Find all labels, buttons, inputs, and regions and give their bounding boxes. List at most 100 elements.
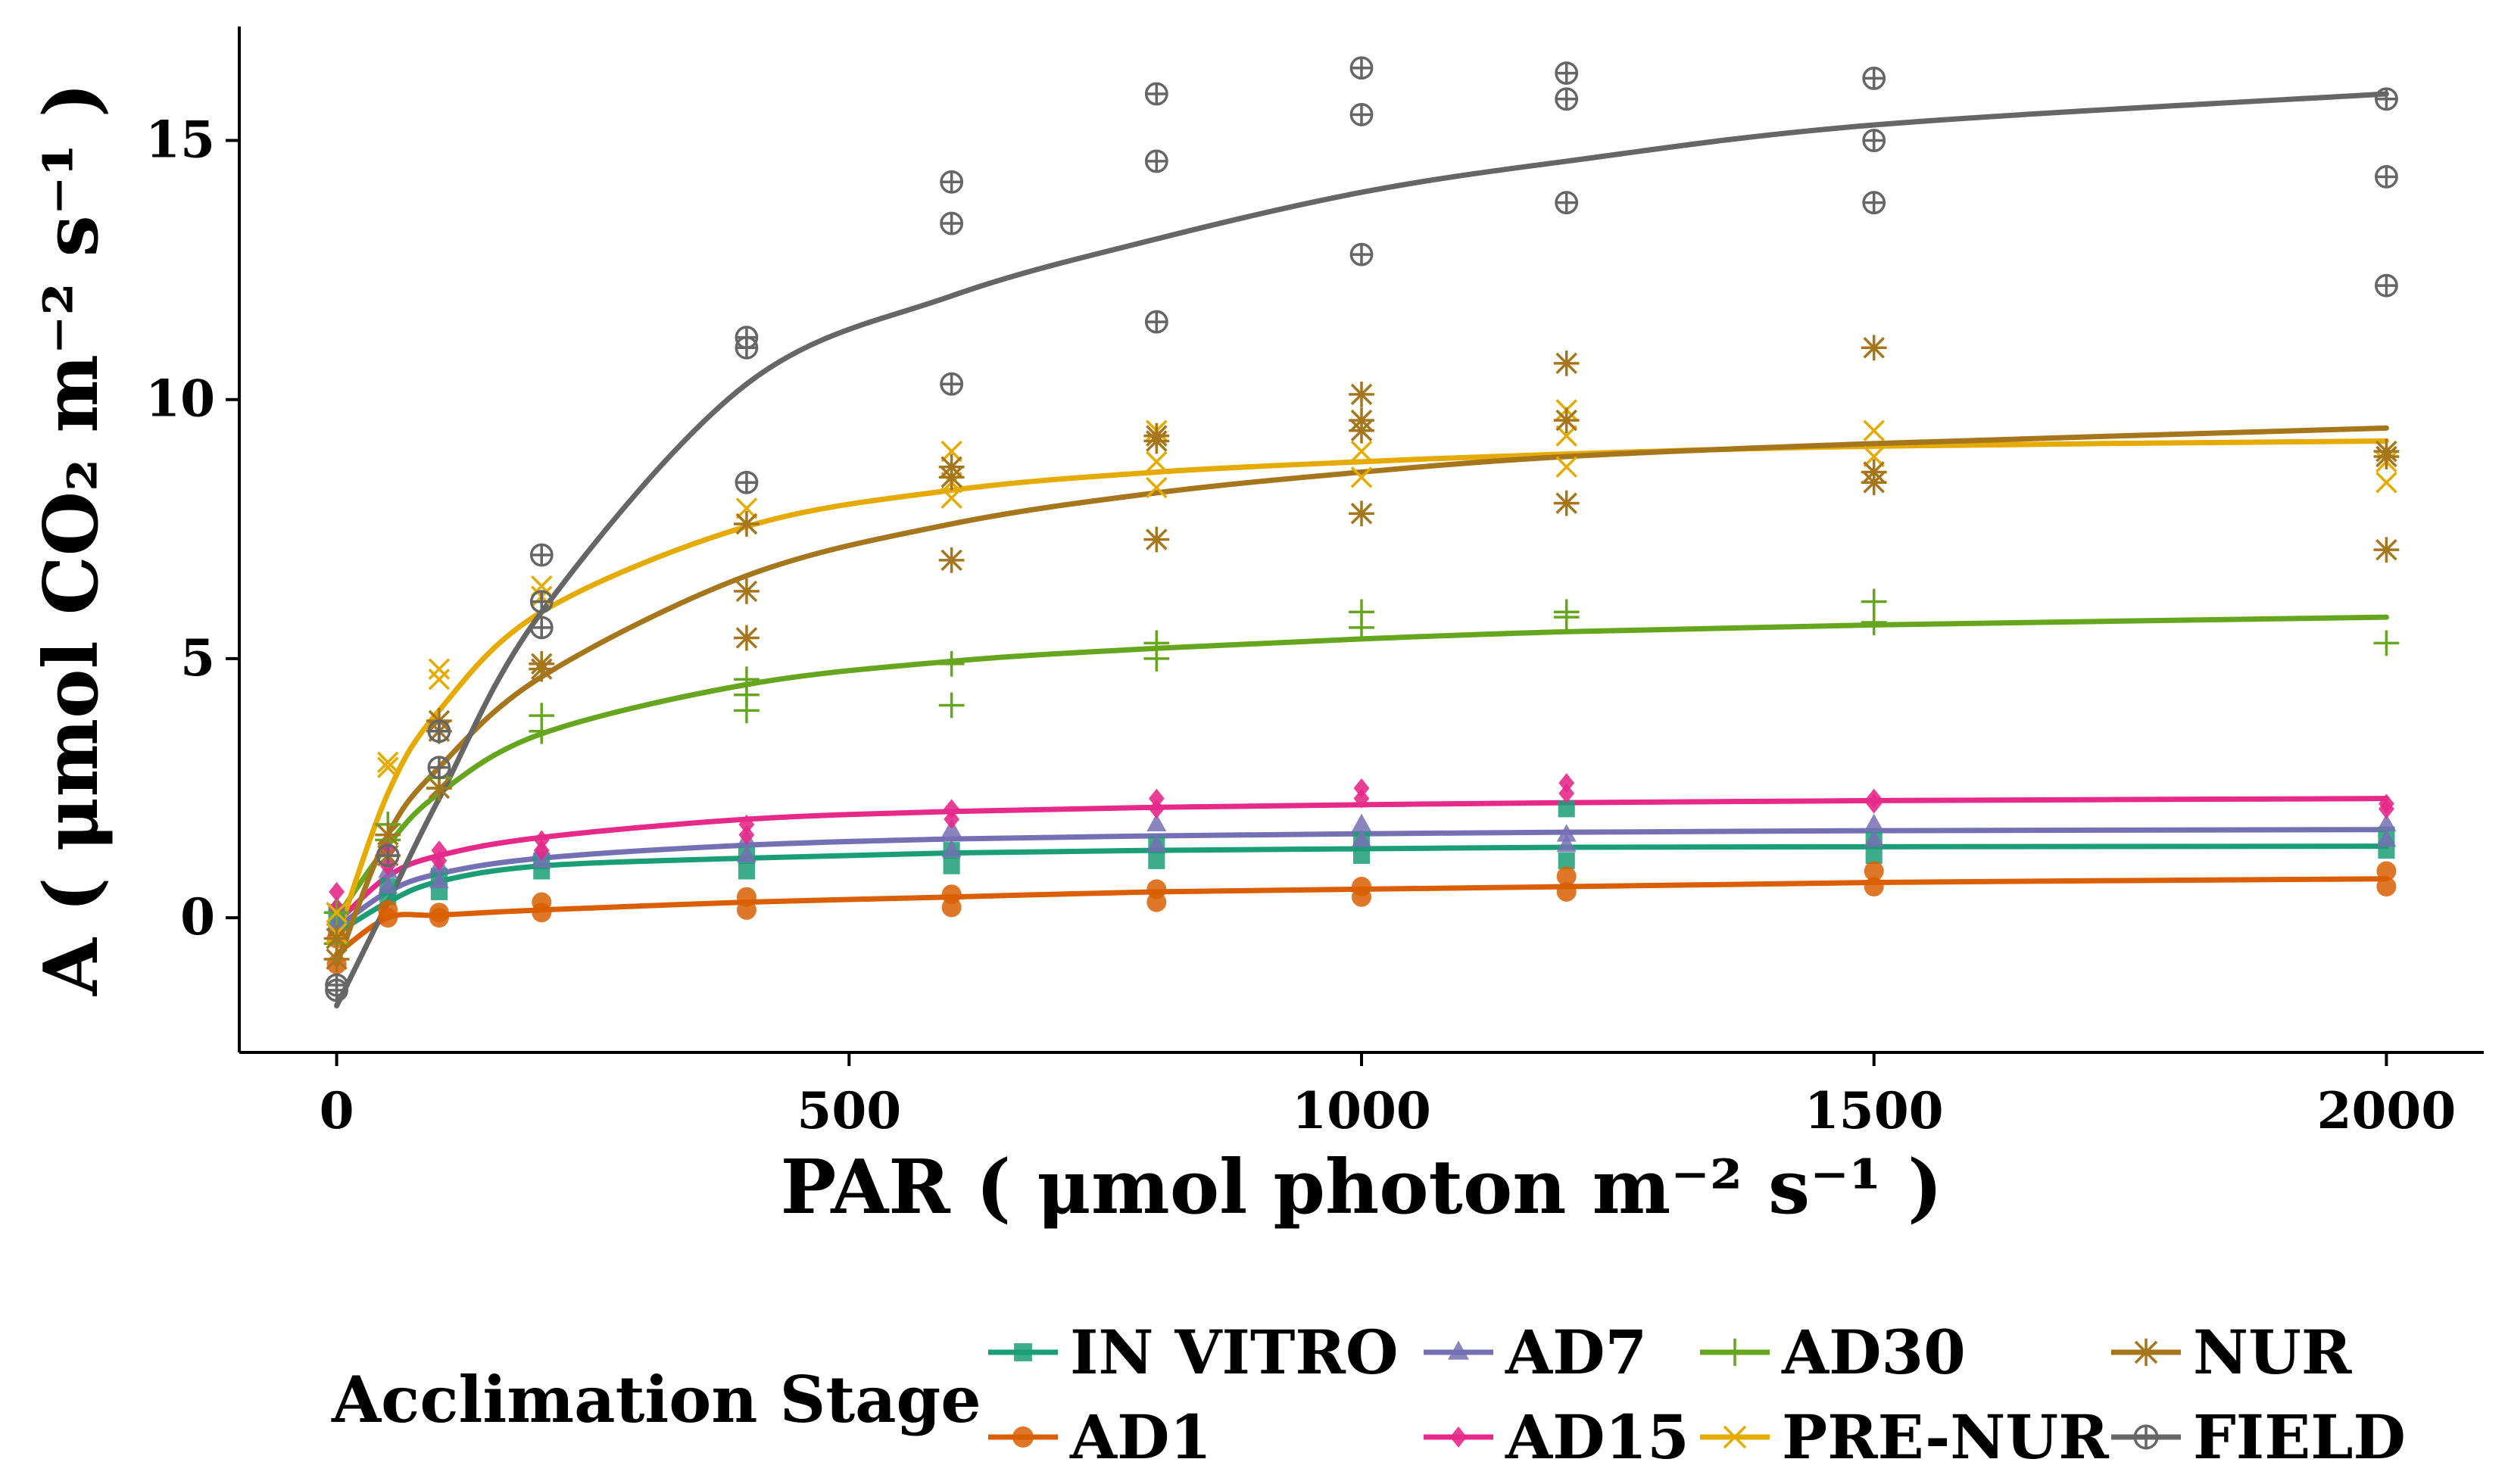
x-tick-label: 1500: [1805, 1081, 1944, 1140]
plot-area: [238, 26, 2484, 1054]
point-ad7: [2376, 813, 2397, 831]
point-nur: [734, 511, 760, 537]
point-pre-nur: [1350, 440, 1373, 463]
point-ad7: [1352, 813, 1371, 831]
point-field: [2375, 165, 2398, 189]
point-field: [1349, 242, 1374, 267]
point-pre-nur: [377, 756, 399, 778]
point-field: [1555, 61, 1579, 85]
legend-key-marker: [1723, 1425, 1747, 1449]
point-ad7: [378, 875, 398, 894]
point-nur: [323, 925, 350, 952]
point-nur: [426, 775, 452, 801]
point-ad15: [1558, 773, 1575, 793]
legend-label: IN VITRO: [1070, 1317, 1399, 1388]
legend-label: PRE-NUR: [1782, 1401, 2109, 1473]
point-ad30: [938, 650, 965, 677]
point-in-vitro: [1865, 846, 1883, 864]
y-axis-title: A ( μmol CO₂ m⁻² s⁻¹ ): [28, 83, 115, 996]
point-ad7: [1556, 824, 1577, 842]
fit-curves: [334, 91, 2389, 1009]
point-field: [529, 616, 554, 640]
point-pre-nur: [1863, 419, 1885, 442]
point-field: [1144, 149, 1168, 173]
point-nur: [1143, 422, 1170, 449]
point-field: [427, 719, 451, 744]
point-ad15: [738, 814, 755, 834]
legend-key-marker: [1012, 1426, 1034, 1448]
point-pre-nur: [940, 440, 962, 463]
x-axis-ticks: 0 500 1000 1500 2000: [320, 1052, 2456, 1140]
point-ad30: [1861, 588, 1887, 615]
point-ad1: [1556, 866, 1577, 887]
point-pre-nur: [377, 751, 399, 774]
point-field: [940, 372, 964, 396]
x-tick-label: 500: [797, 1081, 901, 1140]
legend-label: AD1: [1069, 1401, 1212, 1473]
point-ad15: [431, 850, 448, 871]
legend-key-marker: [2133, 1424, 2159, 1450]
point-pre-nur: [1555, 425, 1577, 447]
point-field: [1555, 191, 1579, 215]
fit-line-nur: [334, 425, 2389, 968]
point-nur: [2373, 438, 2400, 465]
point-nur: [1143, 526, 1170, 553]
legend-item-ad7: AD7: [1424, 1317, 1647, 1388]
fit-line-ad30: [334, 614, 2389, 921]
point-pre-nur: [1146, 476, 1168, 499]
point-ad7: [2376, 829, 2397, 847]
y-tick-label: 15: [145, 111, 215, 170]
point-ad1: [532, 892, 552, 912]
point-ad15: [1353, 788, 1370, 809]
point-nur: [1553, 350, 1580, 376]
legend-label: AD30: [1781, 1317, 1966, 1388]
point-ad15: [1866, 788, 1883, 809]
point-field: [1144, 82, 1168, 106]
legend-label: NUR: [2193, 1317, 2352, 1388]
point-ad30: [938, 692, 965, 719]
point-ad7: [1864, 813, 1884, 831]
legend-item-in-vitro: IN VITRO: [988, 1317, 1399, 1388]
point-ad15: [1353, 778, 1370, 798]
point-ad1: [1146, 879, 1167, 899]
point-ad1: [941, 884, 962, 905]
point-field: [735, 326, 759, 350]
legend-key-marker: [1448, 1340, 1469, 1360]
point-nur: [734, 578, 760, 604]
point-nur: [1349, 381, 1374, 407]
legend-label: AD15: [1505, 1401, 1689, 1473]
point-ad7: [1556, 834, 1577, 853]
point-in-vitro: [738, 862, 755, 880]
point-ad15: [1148, 799, 1165, 819]
point-field: [325, 973, 348, 997]
point-ad7: [429, 870, 449, 889]
point-ad1: [429, 903, 449, 923]
point-field: [1349, 102, 1374, 126]
point-in-vitro: [1558, 852, 1575, 869]
point-in-vitro: [1558, 800, 1575, 818]
legend-label: FIELD: [2193, 1401, 2406, 1473]
legend: Acclimation Stage IN VITRO AD1 AD7 AD15 AD30…: [331, 1317, 2406, 1473]
legend-item-nur: NUR: [2111, 1317, 2352, 1388]
point-pre-nur: [1555, 456, 1577, 478]
point-ad15: [1148, 788, 1165, 809]
point-field: [1555, 87, 1579, 111]
point-ad7: [736, 844, 756, 863]
point-nur: [938, 547, 965, 573]
x-axis-title: PAR ( μmol photon m⁻² s⁻¹ ): [781, 1144, 1943, 1231]
legend-item-pre-nur: PRE-NUR: [1700, 1401, 2109, 1473]
point-ad15: [533, 830, 550, 850]
point-ad30: [2373, 630, 2400, 656]
point-nur: [1861, 459, 1887, 485]
point-ad30: [1553, 599, 1580, 625]
point-field: [735, 470, 759, 494]
data-points: [323, 56, 2400, 1002]
point-field: [1862, 191, 1886, 215]
point-pre-nur: [1863, 445, 1885, 468]
point-ad7: [941, 839, 962, 858]
point-field: [1349, 56, 1374, 80]
point-nur: [1349, 407, 1374, 434]
point-ad15: [431, 840, 448, 861]
point-pre-nur: [326, 901, 348, 924]
point-field: [427, 756, 451, 780]
